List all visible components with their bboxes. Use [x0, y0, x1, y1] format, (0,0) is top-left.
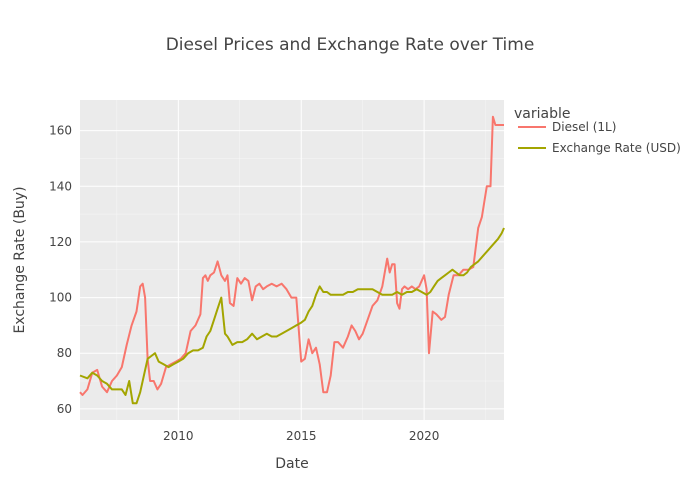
y-axis-ticks: 60 80 100 120 140 160	[49, 124, 72, 416]
x-axis-title: Date	[275, 456, 308, 472]
legend: variable Diesel (1L) Exchange Rate (USD)	[514, 106, 681, 155]
series-layer	[79, 115, 505, 405]
y-tick-label: 80	[57, 346, 72, 360]
series-line-diesel-1l	[79, 115, 504, 396]
series-line-exchange-rate-usd	[79, 227, 505, 405]
legend-title: variable	[514, 106, 570, 122]
y-tick-label: 140	[49, 179, 72, 193]
x-tick-label: 2020	[409, 429, 440, 443]
chart-title: Diesel Prices and Exchange Rate over Tim…	[166, 35, 535, 55]
x-tick-label: 2010	[163, 429, 194, 443]
y-axis-title: Exchange Rate (Buy)	[12, 186, 28, 333]
plot-background	[80, 100, 504, 420]
y-tick-label: 120	[49, 235, 72, 249]
y-tick-label: 100	[49, 291, 72, 305]
y-tick-label: 60	[57, 402, 72, 416]
x-tick-label: 2015	[286, 429, 317, 443]
x-axis-ticks: 2010 2015 2020	[163, 429, 439, 443]
y-tick-label: 160	[49, 124, 72, 138]
legend-label-exchange-rate-usd: Exchange Rate (USD)	[552, 141, 681, 155]
legend-label-diesel-1l: Diesel (1L)	[552, 120, 616, 134]
